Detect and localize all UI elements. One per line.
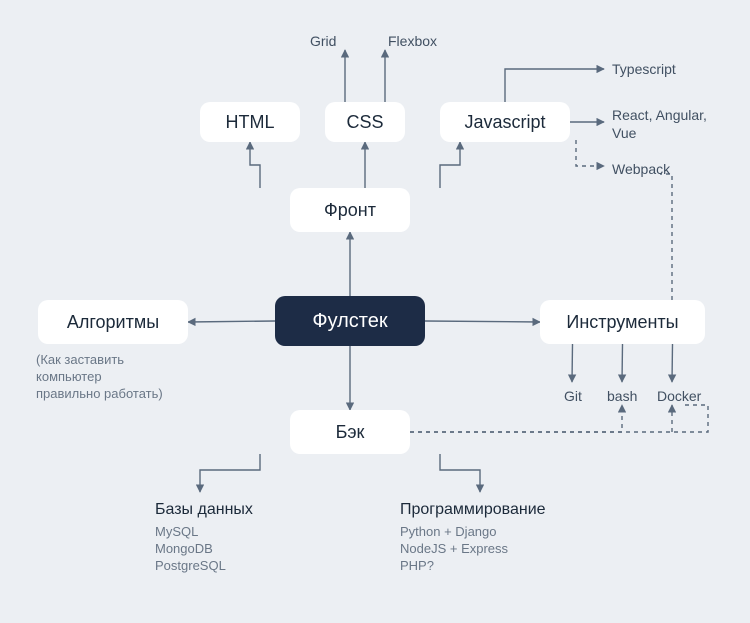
node-fullstack: Фулстек (275, 296, 425, 346)
label-db_head: Базы данных (155, 500, 253, 521)
node-html: HTML (200, 102, 300, 142)
node-back: Бэк (290, 410, 410, 454)
label-db_items: MySQL MongoDB PostgreSQL (155, 524, 226, 575)
label-grid: Grid (310, 32, 336, 50)
node-js: Javascript (440, 102, 570, 142)
label-git: Git (564, 387, 582, 405)
label-flexbox: Flexbox (388, 32, 437, 50)
label-algo_note: (Как заставить компьютер правильно работ… (36, 352, 163, 403)
label-frameworks: React, Angular, Vue (612, 106, 707, 142)
label-bash: bash (607, 387, 637, 405)
node-tools: Инструменты (540, 300, 705, 344)
label-typescript: Typescript (612, 60, 676, 78)
node-css: CSS (325, 102, 405, 142)
label-prog_items: Python + Django NodeJS + Express PHP? (400, 524, 508, 575)
label-docker: Docker (657, 387, 701, 405)
label-webpack: Webpack (612, 160, 670, 178)
label-prog_head: Программирование (400, 500, 546, 521)
diagram-canvas: Фулстек Фронт Бэк Алгоритмы Инструменты HTML C… (0, 0, 750, 623)
node-front: Фронт (290, 188, 410, 232)
node-algorithms: Алгоритмы (38, 300, 188, 344)
